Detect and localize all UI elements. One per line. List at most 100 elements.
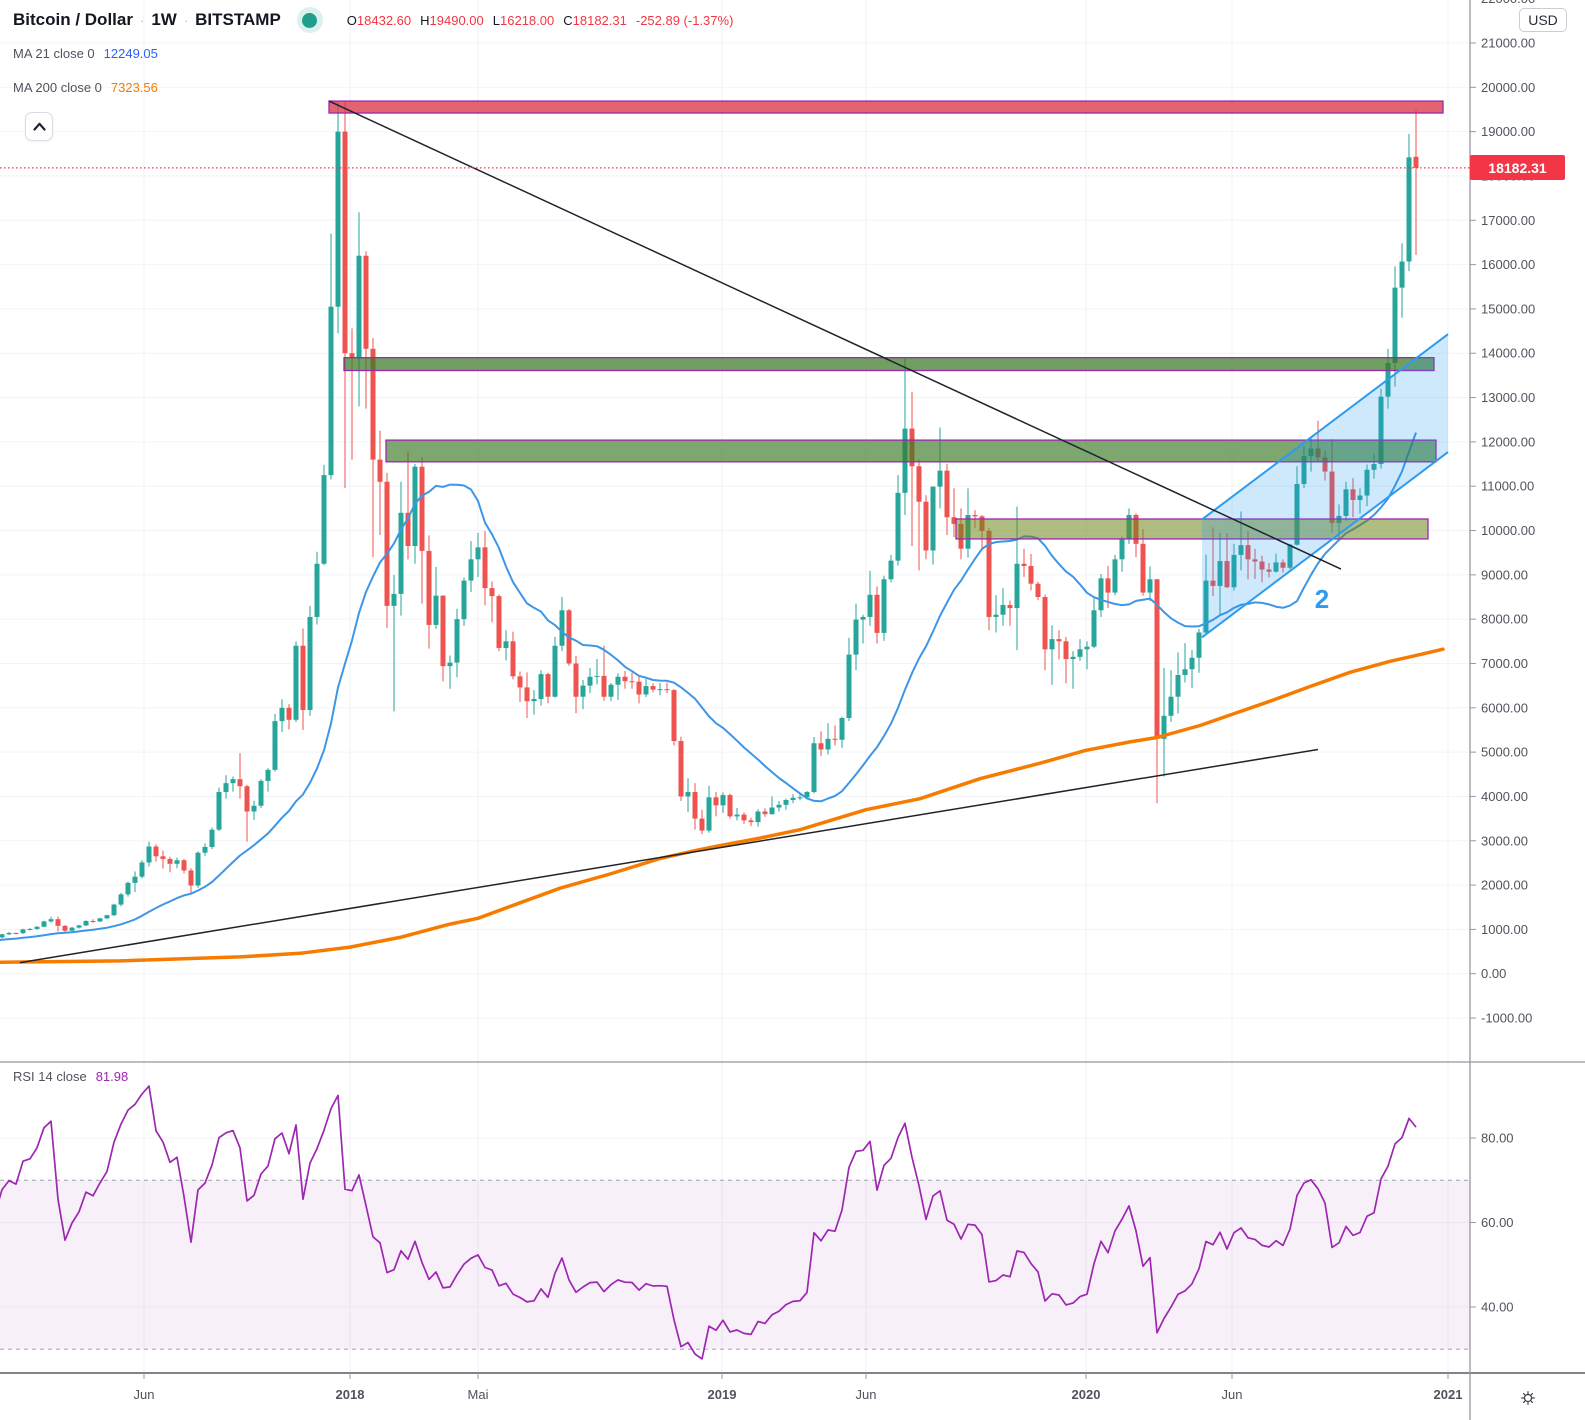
channel-label[interactable]: 2 [1315, 584, 1329, 614]
indicator-legend-ma21[interactable]: MA 21 close 0 12249.05 [13, 46, 158, 61]
candle-body [405, 512, 411, 547]
ma200-line[interactable] [0, 647, 1445, 964]
candle-body [1035, 583, 1041, 597]
candle-body [1084, 646, 1090, 650]
candle-body [1091, 610, 1097, 647]
candle-body [20, 929, 26, 934]
candle-body [1021, 563, 1027, 566]
candle-body [608, 684, 614, 697]
low-value: 16218.00 [500, 12, 555, 28]
interval-label[interactable]: 1W [151, 10, 177, 29]
candle-body [615, 676, 621, 685]
candle-body [860, 616, 866, 620]
candle-body [545, 674, 551, 697]
candle-body [741, 814, 747, 821]
candle-body [398, 512, 404, 594]
candle-body [321, 475, 327, 564]
candle-body [587, 676, 593, 686]
candle-body [342, 131, 348, 354]
trendline-1[interactable] [328, 100, 1342, 570]
candle-body [846, 654, 852, 718]
candle-body [1413, 156, 1419, 168]
indicator-legend-ma200[interactable]: MA 200 close 0 7323.56 [13, 80, 158, 95]
candle-body [755, 811, 761, 823]
candle-body [1231, 554, 1237, 588]
rsi-scale[interactable]: 80.00 60.00 40.00 [1470, 1131, 1514, 1315]
timescale-settings-button[interactable] [1514, 1384, 1542, 1412]
channel-upper-line[interactable] [1201, 333, 1449, 521]
time-tick-label: Mai [468, 1387, 489, 1402]
resistance-zone[interactable] [328, 100, 1444, 114]
support-zone-2[interactable] [385, 439, 1437, 463]
candle-body [244, 786, 250, 812]
candle-body [48, 919, 54, 922]
candle-body [797, 797, 803, 799]
candle-body [1161, 715, 1167, 739]
currency-unit-button[interactable]: USD [1519, 8, 1567, 32]
symbol-legend[interactable]: Bitcoin / Dollar · 1W · BITSTAMP O18432.… [13, 7, 733, 33]
candle-body [1294, 483, 1300, 545]
candle-body [671, 690, 677, 742]
candle-body [748, 820, 754, 823]
support-zone-1[interactable] [343, 357, 1435, 372]
candlestick-series[interactable] [0, 102, 1419, 941]
price-scale[interactable]: 22000.0021000.0020000.0019000.0018000.00… [1470, 0, 1535, 1026]
candle-body [349, 353, 355, 358]
candle-body [524, 687, 530, 702]
candle-body [286, 707, 292, 720]
candle-body [1364, 469, 1370, 496]
candle-body [1245, 545, 1251, 560]
price-tick-label: 10000.00 [1481, 523, 1535, 538]
candle-body [461, 580, 467, 620]
candle-body [1252, 559, 1258, 562]
candle-body [202, 846, 208, 853]
price-tick-label: 17000.00 [1481, 213, 1535, 228]
symbol-title[interactable]: Bitcoin / Dollar [13, 10, 133, 29]
candle-body [97, 918, 103, 922]
trendline-2[interactable] [19, 748, 1319, 964]
rsi-line[interactable] [0, 1085, 1417, 1360]
ascending-channel-fill[interactable] [1202, 334, 1448, 638]
separator-dot: · [183, 12, 189, 28]
exchange-label: BITSTAMP [195, 10, 281, 29]
candle-body [335, 131, 341, 307]
ohlc-values: O18432.60 H19490.00 L16218.00 C18182.31 … [346, 12, 734, 28]
candle-body [426, 550, 432, 625]
candle-body [216, 792, 222, 830]
candle-body [853, 619, 859, 655]
candle-body [76, 925, 82, 928]
channel-lower-line[interactable] [1201, 451, 1449, 639]
candle-body [1266, 569, 1272, 572]
candle-body [132, 876, 138, 883]
candle-body [580, 685, 586, 697]
price-tick-label: 2000.00 [1481, 878, 1528, 893]
candle-body [1077, 649, 1083, 657]
indicator-legend-rsi[interactable]: RSI 14 close 81.98 [13, 1069, 128, 1084]
support-zone-3[interactable] [955, 518, 1429, 540]
candle-body [517, 676, 523, 688]
candle-body [790, 797, 796, 800]
candle-body [83, 920, 89, 926]
candle-body [1301, 456, 1307, 484]
candle-body [734, 814, 740, 817]
candle-body [1238, 545, 1244, 555]
candle-body [356, 255, 362, 358]
candle-body [888, 560, 894, 580]
time-scale[interactable]: Jun 2018 Mai 2019 Jun 2020 Jun 2021 [134, 1373, 1463, 1402]
rsi-band [0, 1180, 1470, 1350]
candle-body [510, 641, 516, 677]
candle-body [195, 852, 201, 886]
candle-body [678, 741, 684, 797]
collapse-legend-button[interactable] [25, 112, 53, 141]
ma21-line[interactable] [0, 432, 1417, 941]
price-tick-label: 19000.00 [1481, 124, 1535, 139]
separator-dot: · [139, 12, 145, 28]
candle-body [1224, 561, 1230, 588]
candle-body [1007, 604, 1013, 609]
rsi-tick-label: 80.00 [1481, 1131, 1514, 1146]
price-tick-label: 13000.00 [1481, 390, 1535, 405]
candle-body [153, 846, 159, 857]
candle-body [55, 919, 61, 926]
candle-body [419, 466, 425, 551]
